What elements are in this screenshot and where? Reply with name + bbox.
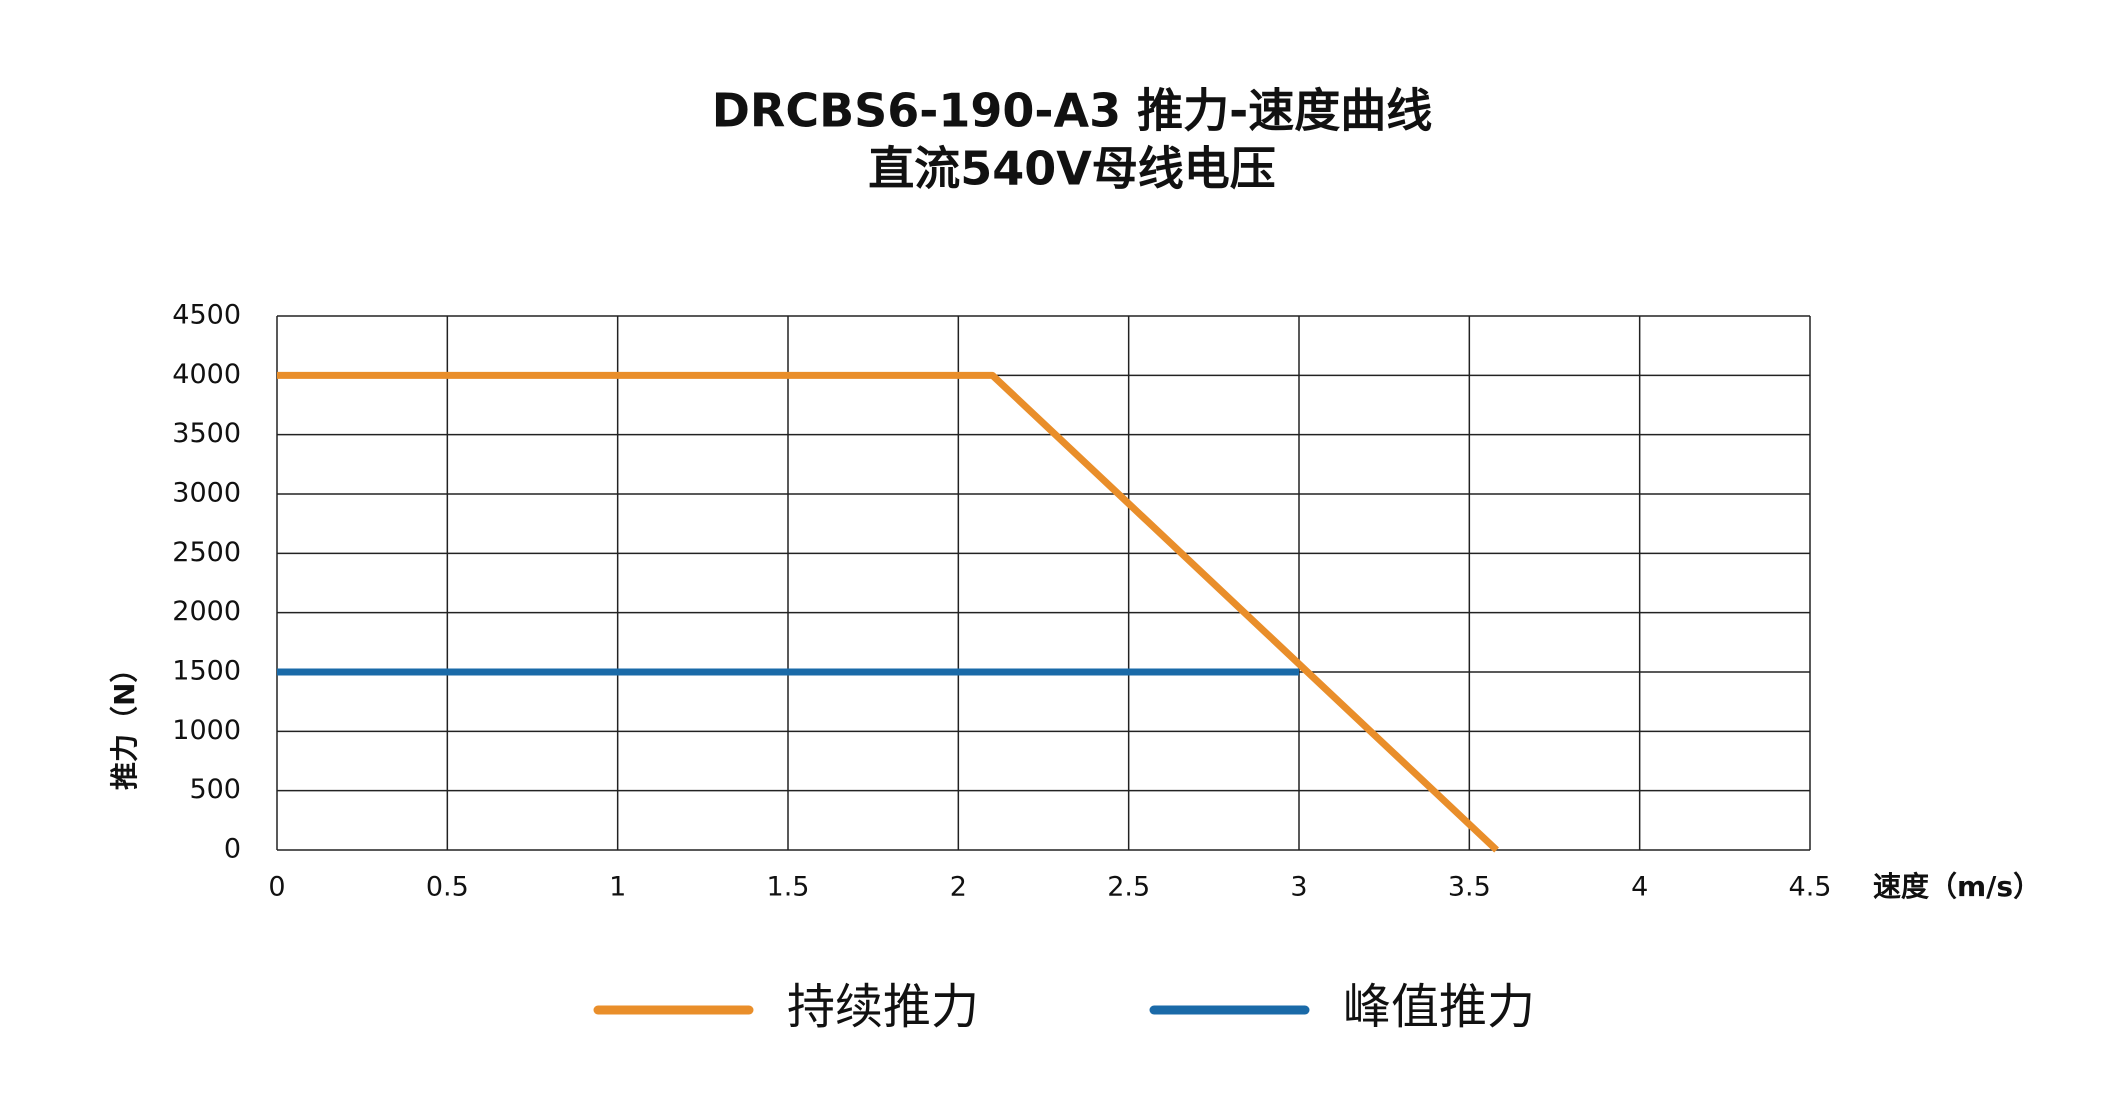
y-tick-label: 3000 [172, 478, 241, 509]
y-tick-label: 3500 [172, 418, 241, 449]
y-tick-label: 500 [189, 774, 241, 805]
x-tick-label: 3 [1290, 872, 1307, 903]
x-tick-label: 4.5 [1789, 872, 1832, 903]
y-tick-label: 1500 [172, 656, 241, 687]
legend-label: 持续推力 [787, 979, 979, 1035]
y-tick-label: 4500 [172, 300, 241, 331]
x-tick-label: 4 [1631, 872, 1648, 903]
y-tick-label: 2000 [172, 596, 241, 627]
x-tick-label: 1.5 [767, 872, 810, 903]
chart-title: DRCBS6-190-A3 推力-速度曲线 [712, 84, 1432, 138]
y-axis-label: 推力（N） [108, 655, 141, 790]
x-tick-label: 0 [268, 872, 285, 903]
data-line [277, 371, 1499, 853]
chart-subtitle: 直流540V母线电压 [868, 142, 1276, 196]
y-tick-label: 0 [224, 834, 241, 865]
x-tick-label: 1 [609, 872, 626, 903]
legend-label: 峰值推力 [1343, 979, 1535, 1035]
x-tick-label: 2.5 [1107, 872, 1150, 903]
y-tick-label: 4000 [172, 359, 241, 390]
y-tick-label: 2500 [172, 537, 241, 568]
x-axis-label: 速度（m/s） [1873, 870, 2041, 903]
y-tick-label: 1000 [172, 715, 241, 746]
x-tick-label: 2 [950, 872, 967, 903]
x-tick-label: 3.5 [1448, 872, 1491, 903]
x-tick-label: 0.5 [426, 872, 469, 903]
